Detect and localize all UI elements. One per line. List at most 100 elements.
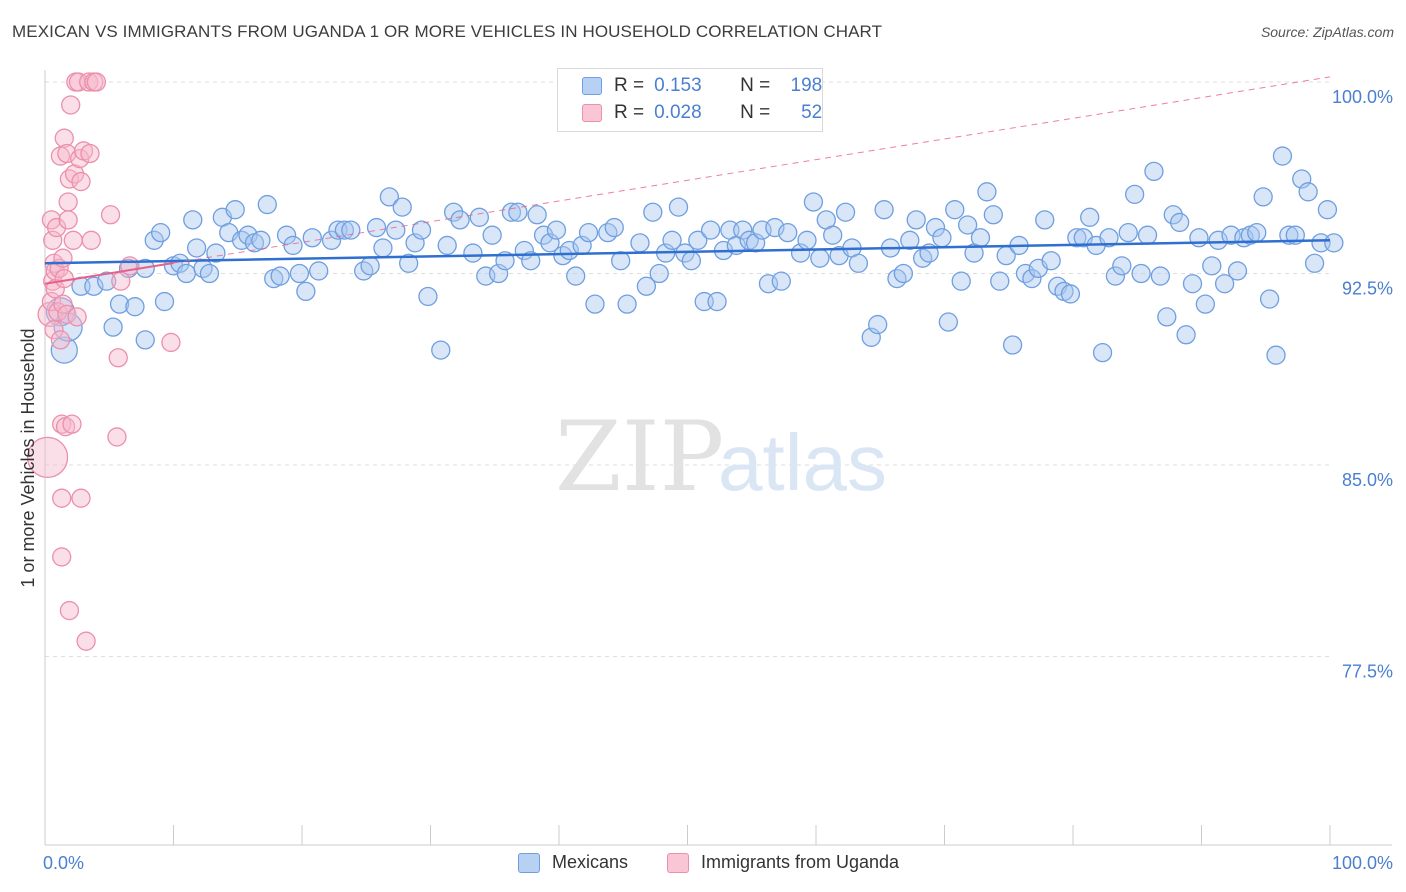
uganda-point	[44, 320, 64, 340]
uganda-point	[58, 210, 78, 230]
mexicans-point	[803, 192, 824, 212]
mexicans-point	[848, 253, 869, 273]
mexicans-point	[206, 243, 226, 263]
mexicans-point	[681, 251, 702, 271]
uganda-point	[81, 230, 101, 250]
mexicans-point	[1105, 266, 1126, 286]
mexicans-point	[1131, 263, 1151, 284]
mexicans-point	[379, 187, 400, 207]
mexicans-point	[373, 238, 393, 258]
mexicans-point	[707, 291, 727, 312]
mexicans-point	[1099, 228, 1119, 248]
mexicans-point	[906, 210, 926, 230]
mexicans-point	[176, 263, 197, 284]
mexicans-point	[771, 271, 791, 291]
legend-row-uganda: R = 0.028 N = 52	[582, 100, 822, 126]
mexicans-point	[977, 182, 997, 202]
legend-n-label: N =	[740, 75, 771, 96]
mexicans-point	[257, 194, 277, 215]
mexicans-point	[135, 330, 155, 350]
mexicans-point	[1041, 251, 1061, 271]
uganda-trend-line-solid	[44, 262, 174, 285]
x-tick-label-min: 0.0%	[43, 853, 84, 873]
mexicans-point	[938, 312, 959, 332]
mexicans-point	[868, 314, 888, 335]
watermark-atlas: atlas	[718, 418, 887, 507]
uganda-point	[61, 95, 81, 115]
bottom-legend-label-uganda: Immigrants from Uganda	[701, 852, 900, 872]
mexicans-point	[521, 251, 541, 271]
mexicans-point	[983, 205, 1003, 225]
legend-n-value: 198	[790, 75, 823, 96]
bottom-legend-swatch-blue	[518, 852, 540, 873]
mexicans-point	[321, 230, 342, 250]
mexicans-point	[1137, 225, 1158, 245]
mexicans-point	[1144, 161, 1164, 182]
trend-lines	[44, 76, 1331, 285]
mexicans-point	[1060, 284, 1081, 304]
mexicans-point	[431, 340, 451, 360]
uganda-point	[161, 332, 181, 353]
uganda-point	[63, 230, 83, 250]
uganda-point	[67, 307, 87, 327]
mexicans-point	[932, 228, 952, 248]
mexicans-point	[103, 317, 123, 337]
mexicans-point	[643, 202, 663, 222]
mexicans-point	[418, 286, 438, 307]
mexicans-point	[150, 222, 171, 243]
uganda-point	[52, 547, 72, 567]
mexicans-point	[630, 233, 650, 253]
mexicans-point	[1150, 266, 1171, 286]
mexicans-point	[1125, 184, 1145, 204]
mexicans-point	[1214, 274, 1235, 294]
mexicans-point	[1279, 225, 1299, 245]
mexicans-point	[1304, 253, 1325, 273]
legend-r-value: 0.153	[654, 75, 702, 96]
y-axis-label-group: 1 or more Vehicles in Household	[18, 328, 38, 587]
mexicans-point	[251, 230, 271, 250]
uganda-point	[79, 72, 99, 92]
mexicans-point	[797, 230, 817, 250]
stats-legend: R = 0.153 N = 198 R = 0.028 N = 52	[557, 68, 823, 132]
mexicans-point	[990, 271, 1010, 291]
mexicans-point	[366, 217, 387, 238]
mexicans-point	[360, 256, 380, 276]
mexicans-point	[296, 281, 316, 302]
mexicans-point	[183, 210, 203, 230]
mexicans-trend-line	[44, 239, 1331, 265]
mexicans-point	[392, 197, 412, 217]
y-tick-label: 77.5%	[1342, 662, 1393, 682]
mexicans-point	[951, 271, 971, 291]
x-tick-labels: 0.0% 100.0%	[43, 853, 1393, 873]
mexicans-point	[957, 215, 978, 235]
uganda-point	[41, 291, 62, 312]
mexicans-point	[1092, 343, 1113, 363]
mexicans-point	[810, 248, 830, 268]
y-axis-label: 1 or more Vehicles in Household	[18, 328, 38, 587]
uganda-point	[62, 414, 82, 434]
mexicans-point	[463, 243, 483, 263]
mexicans-point	[276, 225, 297, 245]
uganda-point	[54, 128, 74, 148]
mexicans-point	[553, 245, 573, 266]
mexicans-point	[668, 197, 689, 217]
mexicans-point	[598, 222, 618, 243]
uganda-point	[46, 217, 67, 238]
uganda-point	[71, 488, 91, 508]
mexicans-point	[611, 251, 631, 271]
mexicans-point	[527, 205, 547, 225]
uganda-trend-line-dashed	[173, 76, 1331, 264]
bottom-legend-label-mexicans: Mexicans	[552, 852, 629, 872]
mexicans-point	[604, 217, 624, 238]
uganda-point	[120, 256, 140, 276]
mexicans-point	[662, 230, 682, 250]
mexicans-point	[1298, 182, 1318, 202]
mexicans-point	[508, 202, 528, 222]
axes	[44, 70, 1392, 846]
mexicans-point	[913, 248, 933, 268]
mexicans-point	[1118, 222, 1138, 243]
mexicans-point	[1317, 200, 1338, 220]
mexicans-point	[309, 261, 329, 281]
